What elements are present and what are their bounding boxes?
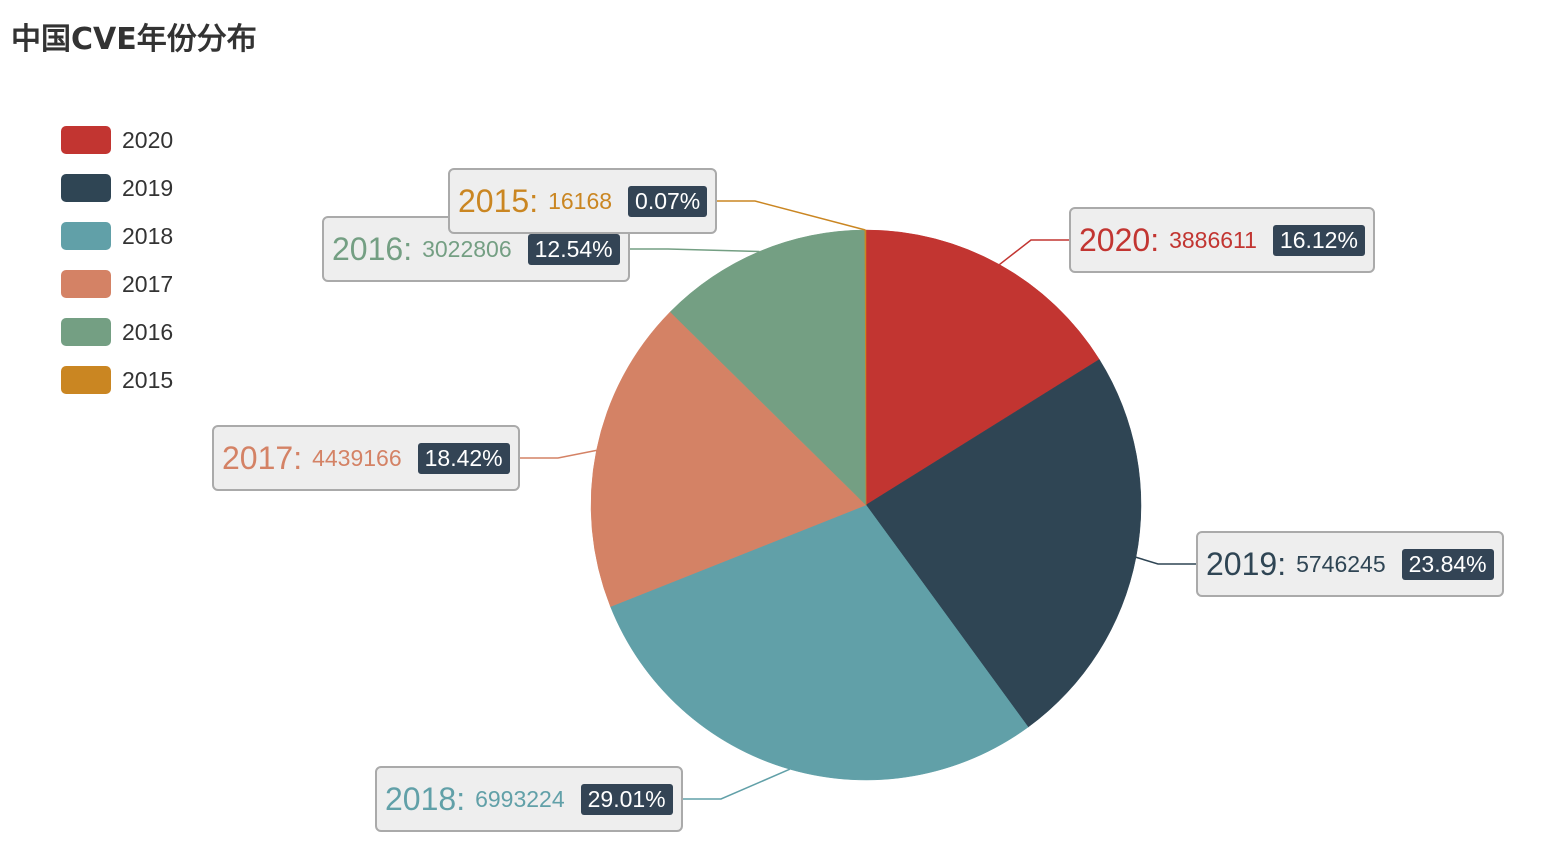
legend-swatch <box>61 126 111 154</box>
legend-item-2018[interactable]: 2018 <box>61 212 173 260</box>
legend-swatch <box>61 222 111 250</box>
slice-label-percent: 16.12% <box>1272 224 1365 256</box>
legend-label: 2019 <box>122 174 174 201</box>
slice-label-name: 2019 <box>1206 545 1278 582</box>
slice-label-name: 2017 <box>222 439 294 476</box>
legend-swatch <box>61 366 111 394</box>
legend-label: 2020 <box>122 126 174 153</box>
slice-label-2018: 2018: 6993224 29.01% <box>375 766 683 832</box>
pie-slice-2019[interactable] <box>865 359 1142 728</box>
legend: 2020 2019 2018 2017 2016 2015 <box>61 116 173 404</box>
legend-label: 2015 <box>122 366 174 393</box>
slice-label-value: 16168 <box>548 187 613 214</box>
legend-item-2019[interactable]: 2019 <box>61 164 173 212</box>
slice-label-value: 3886611 <box>1169 226 1257 253</box>
legend-swatch <box>61 174 111 202</box>
leader-line-2019 <box>1135 556 1196 565</box>
legend-label: 2016 <box>122 318 174 345</box>
slice-label-2015: 2015: 16168 0.07% <box>448 168 718 234</box>
slice-label-value: 6993224 <box>475 785 565 812</box>
slice-label-percent: 29.01% <box>580 783 673 815</box>
slice-label-value: 3022806 <box>422 235 512 262</box>
slice-label-2019: 2019: 5746245 23.84% <box>1196 531 1504 597</box>
legend-swatch <box>61 270 111 298</box>
slice-label-name: 2016 <box>332 230 404 267</box>
legend-item-2015[interactable]: 2015 <box>61 356 173 404</box>
slice-label-2017: 2017: 4439166 18.42% <box>212 425 520 491</box>
legend-label: 2018 <box>122 222 174 249</box>
legend-label: 2017 <box>122 270 174 297</box>
leader-line-2016 <box>630 248 760 253</box>
legend-item-2017[interactable]: 2017 <box>61 260 173 308</box>
pie-slice-2017[interactable] <box>590 311 867 607</box>
slice-label-percent: 18.42% <box>417 442 510 474</box>
leader-line-2020 <box>998 239 1069 266</box>
slice-label-2020: 2020: 3886611 16.12% <box>1069 207 1375 273</box>
pie-slice-2020[interactable] <box>865 229 1100 506</box>
slice-label-name: 2018 <box>385 780 457 817</box>
leader-line-2015 <box>717 200 866 231</box>
slice-label-value: 4439166 <box>312 444 402 471</box>
leader-line-2017 <box>520 449 597 459</box>
slice-label-percent: 23.84% <box>1401 548 1494 580</box>
pie-slice-2018[interactable] <box>610 504 1029 781</box>
legend-item-2016[interactable]: 2016 <box>61 308 173 356</box>
legend-item-2020[interactable]: 2020 <box>61 116 173 164</box>
legend-swatch <box>61 318 111 346</box>
slice-label-percent: 0.07% <box>628 185 708 217</box>
slice-label-percent: 12.54% <box>527 233 620 265</box>
slice-label-name: 2015 <box>458 182 530 219</box>
slice-label-name: 2020 <box>1079 221 1151 258</box>
slice-label-value: 5746245 <box>1296 550 1386 577</box>
leader-line-2018 <box>683 768 791 800</box>
chart-title: 中国CVE年份分布 <box>11 22 257 57</box>
